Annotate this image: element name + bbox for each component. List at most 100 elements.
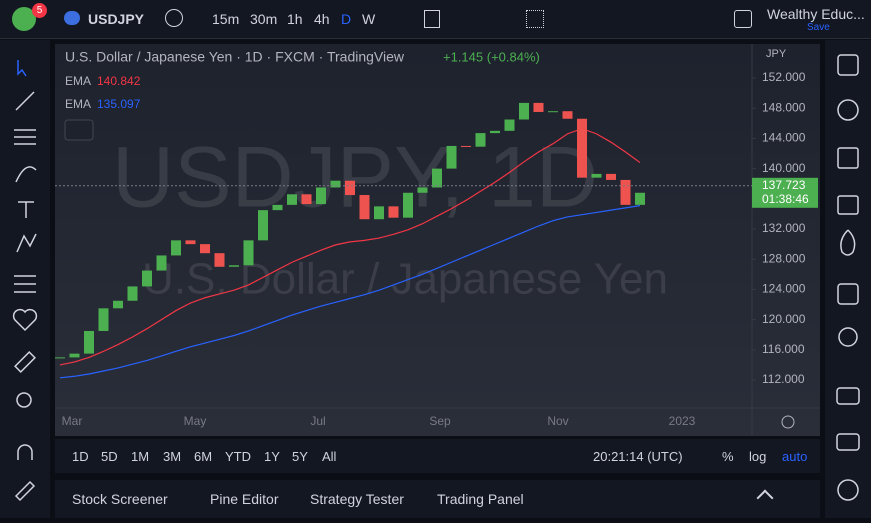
scale-option[interactable]: auto: [782, 449, 808, 464]
scale-option[interactable]: log: [749, 449, 767, 464]
currency[interactable]: JPY: [766, 48, 787, 60]
x-tick-label: 2023: [669, 414, 696, 428]
watermark: USDJPY, 1D: [112, 130, 598, 226]
range-button[interactable]: 3M: [163, 449, 182, 464]
user-name[interactable]: Wealthy Educ...: [767, 6, 865, 22]
watermark-subtitle: U.S. Dollar / Japanese Yen: [142, 255, 668, 304]
messages-icon[interactable]: [836, 433, 860, 451]
ideas-icon[interactable]: [838, 327, 858, 347]
range-button[interactable]: 1M: [131, 449, 150, 464]
chat-icon[interactable]: [836, 387, 860, 405]
x-tick-label: Nov: [547, 414, 568, 428]
candle: [287, 194, 297, 205]
draw-lock-tool[interactable]: [14, 480, 36, 502]
candle: [243, 240, 254, 266]
interval-button[interactable]: 30m: [250, 11, 278, 27]
candle: [475, 133, 486, 147]
candle: [214, 253, 225, 267]
line-tool[interactable]: [15, 91, 35, 111]
panel-tab[interactable]: Trading Panel: [437, 491, 524, 507]
chart-background: [55, 44, 820, 436]
flag: [64, 11, 80, 25]
range-button[interactable]: 5D: [101, 449, 118, 464]
panel-tab[interactable]: Strategy Tester: [310, 491, 404, 507]
favorite-tool[interactable]: [12, 308, 38, 332]
panel-tab[interactable]: Pine Editor: [210, 491, 279, 507]
legend-name: EMA: [65, 97, 91, 111]
range-button[interactable]: YTD: [225, 449, 251, 464]
x-tick-label: Sep: [429, 414, 451, 428]
y-tick-label: 148.000: [762, 100, 806, 114]
expand-icon[interactable]: [756, 489, 774, 507]
zoom-tool[interactable]: [16, 392, 32, 408]
interval-button[interactable]: D: [341, 11, 352, 27]
candle: [171, 240, 181, 256]
candle: [316, 187, 326, 205]
y-tick-label: 112.000: [762, 372, 805, 386]
candle: [69, 353, 80, 358]
range-button[interactable]: 1D: [72, 449, 89, 464]
layout-icon[interactable]: [526, 10, 544, 28]
y-tick-label: 116.000: [762, 342, 805, 356]
x-tick-label: May: [184, 414, 207, 428]
settings-icon[interactable]: [781, 415, 795, 429]
calendar-icon[interactable]: [837, 195, 859, 215]
candle: [374, 206, 384, 220]
legend-name: EMA: [65, 74, 91, 88]
ruler-tool[interactable]: [14, 351, 36, 373]
candle: [533, 102, 544, 112]
hotlist-icon[interactable]: [840, 229, 856, 256]
clock: 20:21:14 (UTC): [593, 449, 683, 464]
candle: [185, 240, 196, 245]
y-tick-label: 120.000: [762, 312, 806, 326]
range-button[interactable]: 6M: [194, 449, 213, 464]
candle: [142, 270, 152, 287]
fullscreen-icon[interactable]: [734, 10, 752, 28]
collapse-button[interactable]: [64, 119, 94, 141]
news-icon[interactable]: [837, 147, 859, 169]
candle: [446, 145, 457, 169]
interval-button[interactable]: W: [362, 11, 376, 27]
pattern-tool[interactable]: [16, 233, 37, 253]
candle: [591, 173, 602, 178]
help-icon[interactable]: [837, 479, 859, 501]
interval-button[interactable]: 1h: [287, 11, 303, 27]
panel-tab[interactable]: Stock Screener: [72, 491, 168, 507]
watchlist-icon[interactable]: [837, 54, 859, 76]
y-tick-label: 152.000: [762, 70, 806, 84]
candle: [577, 118, 587, 178]
candle: [388, 206, 399, 218]
alerts-icon[interactable]: [837, 99, 859, 121]
right-toolbar: [825, 40, 871, 518]
range-button[interactable]: 1Y: [264, 449, 280, 464]
brush-tool[interactable]: [15, 166, 37, 183]
y-tick-label: 144.000: [762, 131, 806, 145]
bottom-panel: Stock Screener Pine Editor Strategy Tester…: [55, 480, 820, 518]
forecast-tool[interactable]: [14, 275, 36, 293]
magnet-tool[interactable]: [17, 444, 33, 460]
candle: [272, 204, 283, 211]
cursor-tool[interactable]: [17, 60, 27, 77]
range-button[interactable]: 5Y: [292, 449, 308, 464]
data-icon[interactable]: [837, 283, 859, 305]
interval-button[interactable]: 4h: [314, 11, 330, 27]
top-toolbar: 5 USDJPY Wealthy Educ... Save 15m 30m 1h 4h…: [0, 0, 871, 39]
left-toolbar: [0, 40, 50, 518]
add-icon[interactable]: [165, 9, 183, 27]
text-tool[interactable]: [18, 201, 34, 218]
range-button[interactable]: All: [322, 449, 337, 464]
candle: [562, 111, 573, 119]
candle: [200, 244, 210, 254]
scale-option[interactable]: %: [722, 449, 734, 464]
candle: [620, 179, 631, 205]
fib-tool[interactable]: [14, 129, 36, 145]
candle: [84, 330, 94, 354]
candle: [490, 130, 500, 134]
symbol[interactable]: USDJPY: [88, 11, 145, 27]
save-button[interactable]: Save: [807, 22, 830, 33]
candles-icon[interactable]: [424, 10, 440, 28]
candle: [606, 173, 616, 180]
interval-button[interactable]: 15m: [212, 11, 240, 27]
last-price-label: 137.723: [762, 178, 806, 192]
candle: [519, 102, 529, 120]
